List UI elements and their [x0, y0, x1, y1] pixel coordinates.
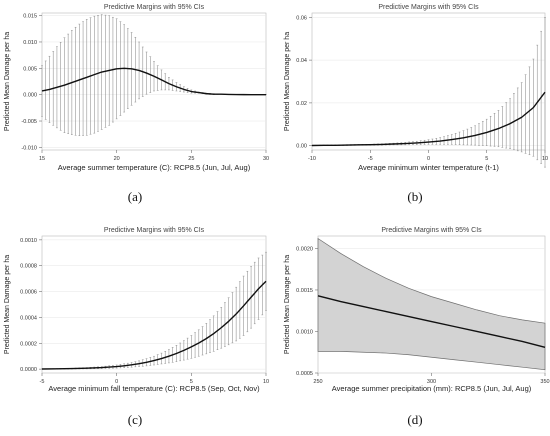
prediction-line — [41, 280, 267, 370]
y-tick-label: 0.04 — [296, 58, 307, 64]
chart-title: Predictive Margins with 95% CIs — [104, 4, 205, 11]
prediction-line — [41, 67, 266, 96]
ci-band — [317, 237, 546, 371]
x-axis-label: Average minimum winter temperature (t-1) — [358, 163, 499, 172]
y-tick-label: 0.005 — [23, 66, 37, 72]
x-tick-label: 25 — [188, 156, 194, 162]
y-tick-label: 0.0010 — [20, 238, 37, 244]
x-tick-label: 250 — [313, 379, 322, 385]
x-tick-label: -5 — [368, 156, 373, 162]
x-tick-label: 350 — [540, 379, 549, 385]
panel-caption: (d) — [407, 412, 422, 427]
prediction-line — [311, 91, 546, 147]
x-tick-label: -10 — [308, 156, 316, 162]
prediction-line — [317, 295, 546, 348]
chart-panel-c: 0.0000 0.0002 0.0004 0.0006 0.0008 0.0010 -5 0 5… — [4, 227, 269, 427]
x-tick-label: 5 — [485, 156, 488, 162]
x-tick-label: 20 — [114, 156, 120, 162]
x-tick-label: 30 — [263, 156, 269, 162]
x-tick-label: -5 — [40, 379, 45, 385]
x-tick-label: 0 — [427, 156, 430, 162]
y-tick-label: 0.0000 — [20, 367, 37, 373]
y-tick-label: -0.005 — [21, 119, 37, 125]
y-tick-label: 0.000 — [23, 93, 37, 99]
y-tick-label: 0.0020 — [296, 246, 313, 252]
y-tick-label: 0.015 — [23, 14, 37, 20]
y-tick-label: 0.02 — [296, 101, 307, 107]
chart-panel-d: 0.0005 0.0010 0.0015 0.0020 250 300 350 Predict… — [284, 227, 550, 427]
chart-title: Predictive Margins with 95% CIs — [104, 227, 205, 234]
y-axis-label: Predicted Mean Damage per ha — [284, 255, 291, 354]
x-tick-label: 5 — [190, 379, 193, 385]
x-tick-label: 15 — [39, 156, 45, 162]
y-tick-label: 0.00 — [296, 144, 307, 150]
y-tick-label: 0.0006 — [20, 290, 37, 296]
chart-panel-a: -0.010 -0.005 0.000 0.005 0.010 0.015 15 20 25 30… — [4, 4, 269, 204]
panel-caption: (c) — [128, 412, 142, 427]
x-tick-label: 0 — [115, 379, 118, 385]
y-tick-label: 0.0010 — [296, 329, 313, 335]
y-axis-label: Predicted Mean Damage per ha — [4, 255, 11, 354]
y-tick-label: 0.06 — [296, 15, 307, 21]
x-axis-label: Average minimum fall temperature (C): RC… — [48, 384, 260, 393]
x-tick-label: 300 — [427, 379, 436, 385]
panel-caption: (a) — [128, 189, 142, 204]
y-tick-label: 0.0004 — [20, 315, 37, 321]
y-tick-label: 0.0005 — [296, 371, 313, 377]
x-axis-label: Average summer precipitation (mm): RCP8.… — [332, 384, 532, 393]
y-tick-label: 0.0008 — [20, 264, 37, 270]
chart-title: Predictive Margins with 95% CIs — [378, 4, 479, 11]
x-axis-label: Average summer temperature (C): RCP8.5 (… — [58, 163, 251, 172]
y-tick-label: 0.0002 — [20, 341, 37, 347]
y-axis-label: Predicted Mean Damage per ha — [284, 32, 291, 131]
x-tick-label: 10 — [263, 379, 269, 385]
y-axis-label: Predicted Mean Damage per ha — [4, 32, 11, 131]
panel-caption: (b) — [407, 189, 422, 204]
y-tick-label: 0.0015 — [296, 288, 313, 294]
chart-title: Predictive Margins with 95% CIs — [381, 227, 482, 234]
y-tick-label: 0.010 — [23, 40, 37, 46]
y-tick-label: -0.010 — [21, 145, 37, 151]
